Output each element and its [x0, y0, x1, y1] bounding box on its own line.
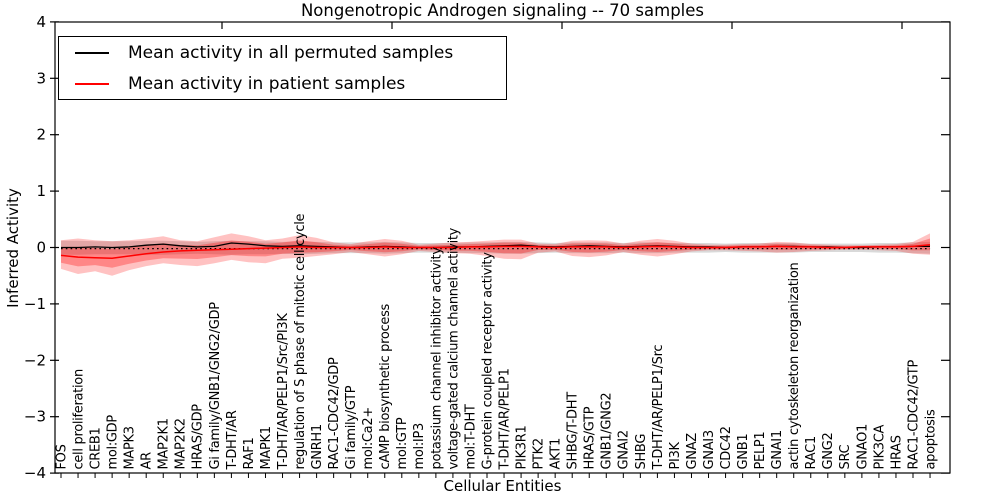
x-tick-label: MAPK3 — [123, 426, 138, 469]
x-tick-label: mol:GDP — [106, 415, 121, 470]
x-tick-label: mol:Ca2+ — [361, 407, 376, 469]
y-axis-label: Inferred Activity — [4, 188, 22, 308]
legend-item-permuted: Mean activity in all permuted samples — [59, 39, 506, 66]
x-tick-label: RAC1-CDC42/GDP — [327, 357, 342, 469]
x-tick-label: GNAO1 — [855, 424, 870, 469]
x-tick-label: GNAI1 — [770, 430, 785, 469]
x-tick-label: FOS — [54, 444, 69, 469]
x-tick-label: mol:T-DHT — [463, 404, 478, 469]
x-tick-label: RAF1 — [242, 438, 257, 470]
x-tick-label: SHBG — [634, 434, 649, 470]
x-tick-label: PIK3CA — [872, 424, 887, 469]
x-tick-label: apoptosis — [923, 409, 938, 469]
x-tick-label: mol:GTP — [395, 417, 410, 469]
x-tick-label: PTK2 — [532, 438, 547, 469]
legend-label-patient: Mean activity in patient samples — [128, 73, 406, 94]
x-tick-label: regulation of S phase of mitotic cell cy… — [293, 213, 308, 469]
x-tick-label: PELP1 — [753, 432, 768, 470]
legend-label-permuted: Mean activity in all permuted samples — [128, 42, 454, 63]
x-tick-label: CREB1 — [89, 427, 104, 469]
x-tick-label: GNG2 — [821, 433, 836, 470]
legend-item-patient: Mean activity in patient samples — [59, 70, 506, 97]
x-tick-label: HRAS/GTP — [583, 406, 598, 469]
y-tick-label: 0 — [36, 239, 46, 257]
y-tick-label: −3 — [24, 408, 46, 426]
x-tick-label: GNAI3 — [702, 430, 717, 469]
y-tick-label: 1 — [36, 182, 46, 200]
x-tick-label: HRAS — [889, 435, 904, 469]
x-tick-label: MAP2K2 — [174, 418, 189, 469]
x-tick-label: HRAS/GDP — [191, 404, 206, 470]
x-tick-label: GNAI2 — [617, 430, 632, 469]
x-tick-label: PIK3R1 — [515, 425, 530, 469]
x-tick-label: CDC42 — [719, 426, 734, 469]
y-tick-label: −4 — [24, 464, 46, 482]
legend: Mean activity in all permuted samples Me… — [58, 36, 507, 100]
x-tick-label: actin cytoskeleton reorganization — [787, 262, 802, 469]
x-tick-label: AR — [140, 452, 155, 470]
patient-line-swatch — [75, 82, 109, 85]
x-tick-label: mol:IP3 — [412, 423, 427, 469]
x-tick-label: MAP2K1 — [157, 418, 172, 469]
x-tick-label: T-DHT/AR — [225, 410, 240, 470]
y-tick-label: −1 — [24, 295, 46, 313]
x-tick-label: GNB1 — [736, 434, 751, 470]
chart-title: Nongenotropic Androgen signaling -- 70 s… — [300, 1, 705, 20]
y-tick-label: 3 — [36, 69, 46, 87]
x-tick-label: cAMP biosynthetic process — [378, 303, 393, 469]
x-tick-label: potassium channel inhibitor activity — [429, 247, 444, 470]
x-tick-label: SHBG/T-DHT — [566, 392, 581, 470]
y-tick-label: −2 — [24, 351, 46, 369]
y-tick-label: 4 — [36, 13, 46, 31]
permuted-line-swatch — [75, 51, 109, 54]
x-tick-label: RAC1-CDC42/GTP — [906, 360, 921, 470]
x-tick-label: GNRH1 — [310, 424, 325, 469]
x-tick-label: AKT1 — [549, 438, 564, 469]
x-tick-label: PI3K — [668, 441, 683, 469]
x-tick-label: Gi family/GNB1/GNG2/GDP — [208, 302, 223, 470]
x-tick-label: GNB1/GNG2 — [600, 393, 615, 470]
line-patient-mean — [60, 243, 931, 259]
x-tick-label: MAPK1 — [259, 426, 274, 469]
x-tick-label: SRC — [838, 444, 853, 469]
x-tick-label: RAC1 — [804, 436, 819, 469]
y-tick-label: 2 — [36, 126, 46, 144]
x-tick-label: T-DHT/AR/PELP1/Src — [651, 345, 666, 471]
x-tick-label: Gi family/GTP — [344, 385, 359, 469]
x-axis-label: Cellular Entities — [443, 477, 562, 495]
x-tick-label: voltage-gated calcium channel activity — [446, 227, 461, 469]
x-tick-label: T-DHT/AR/PELP1/Src/PI3K — [276, 313, 291, 471]
x-tick-label: G-protein coupled receptor activity — [480, 252, 495, 470]
x-tick-label: T-DHT/AR/PELP1 — [497, 368, 512, 470]
x-tick-label: GNAZ — [685, 433, 700, 470]
x-tick-label: cell proliferation — [71, 369, 86, 469]
band-permuted — [61, 240, 930, 255]
band-patient-outer — [61, 233, 930, 276]
